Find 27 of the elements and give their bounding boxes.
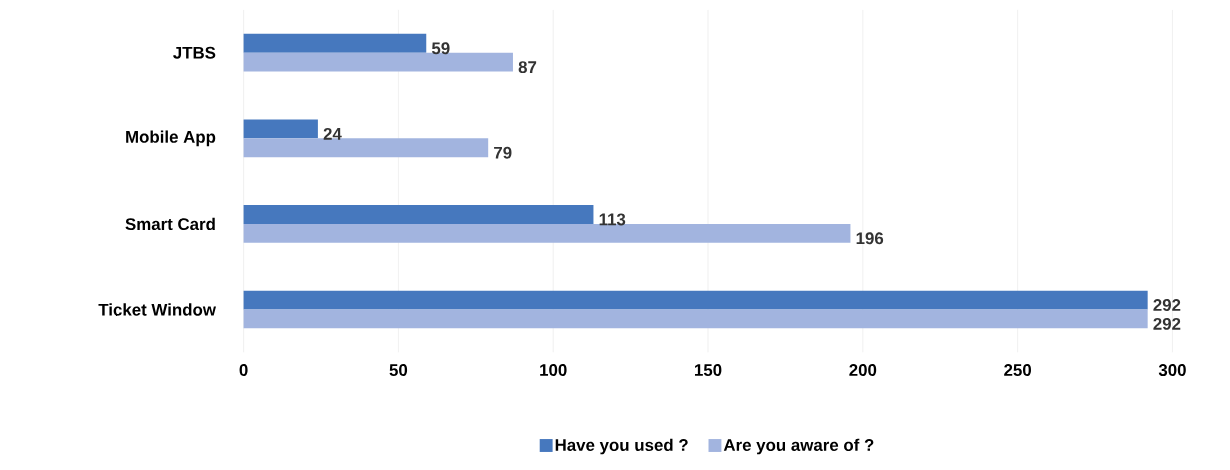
bar [243, 33, 427, 53]
bar [243, 204, 594, 224]
legend-label: Have you used ? [555, 438, 688, 455]
x-tick-label: 50 [389, 363, 408, 376]
data-label: 79 [494, 146, 512, 159]
data-label: 113 [599, 213, 626, 226]
x-tick-label: 0 [239, 363, 248, 376]
data-label: 24 [323, 127, 342, 140]
bar [243, 309, 1148, 329]
y-tick-label: Ticket Window [98, 303, 216, 316]
bar [243, 119, 318, 139]
x-tick-label: 150 [695, 363, 722, 376]
data-label: 87 [518, 60, 537, 73]
bar [243, 138, 489, 157]
x-tick-label: 200 [849, 363, 877, 376]
legend-label: Are you aware of ? [723, 438, 874, 455]
y-tick-label: JTBS [173, 46, 216, 59]
data-label: 59 [431, 42, 450, 55]
data-label: 292 [1153, 317, 1181, 330]
data-label: 196 [856, 232, 884, 245]
y-tick-label: Smart Card [125, 217, 215, 230]
x-tick-label: 300 [1158, 363, 1186, 376]
bar [243, 290, 1148, 310]
x-tick-label: 250 [1004, 363, 1031, 376]
data-label: 292 [1153, 298, 1181, 311]
y-tick-label: Mobile App [126, 130, 216, 146]
x-tick-label: 100 [540, 363, 567, 376]
